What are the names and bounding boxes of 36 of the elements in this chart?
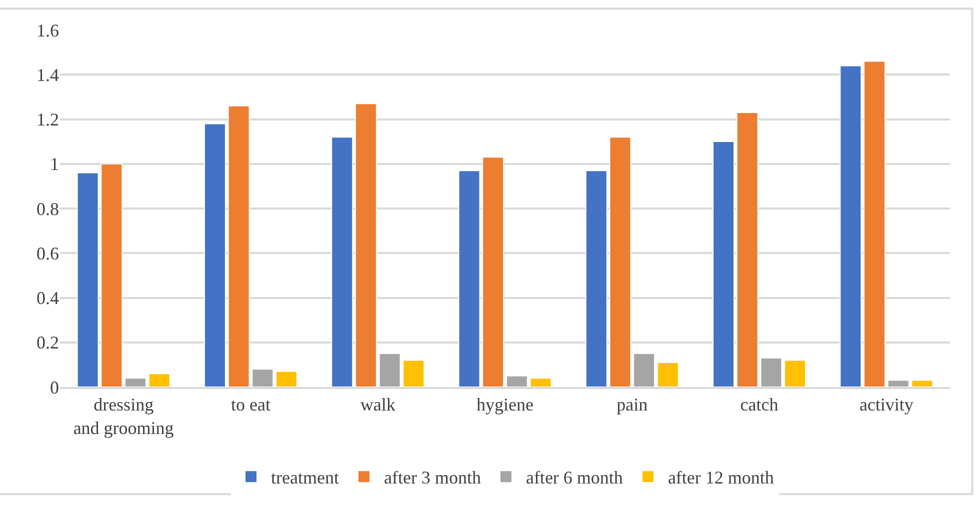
legend-label: after 3 month [384, 468, 481, 488]
y-tick-label: 1.4 [36, 64, 59, 85]
bar [784, 360, 806, 387]
bar [458, 170, 480, 387]
y-tick-label: 0.4 [36, 288, 59, 308]
y-tick-label: 1.6 [36, 20, 59, 40]
bar [204, 123, 226, 387]
x-tick-label: walk [360, 394, 396, 415]
y-tick-label: 0 [50, 377, 59, 398]
bar [840, 65, 862, 387]
bar [275, 370, 298, 387]
y-tick-label: 1 [50, 154, 59, 174]
y-tick-label: 0.8 [36, 198, 59, 219]
x-tick-label: dressing and grooming [73, 394, 174, 438]
y-tick-label: 0.2 [36, 332, 59, 353]
bar [124, 378, 146, 387]
bar [530, 378, 552, 387]
legend-label: after 12 month [668, 468, 774, 488]
bar [506, 375, 528, 387]
bar [656, 362, 679, 387]
bar [354, 103, 377, 387]
y-tick-label: 1.2 [36, 110, 59, 130]
legend-label: treatment [271, 468, 339, 488]
x-tick-label: hygiene [476, 394, 534, 415]
bar [633, 353, 656, 387]
bar [864, 60, 886, 387]
x-tick-label: to eat [230, 394, 270, 415]
bar [712, 141, 735, 387]
y-tick-label: 0.6 [36, 243, 59, 264]
x-tick-label: pain [616, 394, 648, 415]
x-tick-label: activity [859, 394, 914, 415]
bar [331, 136, 354, 387]
x-tick-label: catch [740, 394, 778, 415]
bar [148, 373, 170, 387]
bar [482, 156, 504, 387]
legend-label: after 6 month [526, 468, 623, 488]
